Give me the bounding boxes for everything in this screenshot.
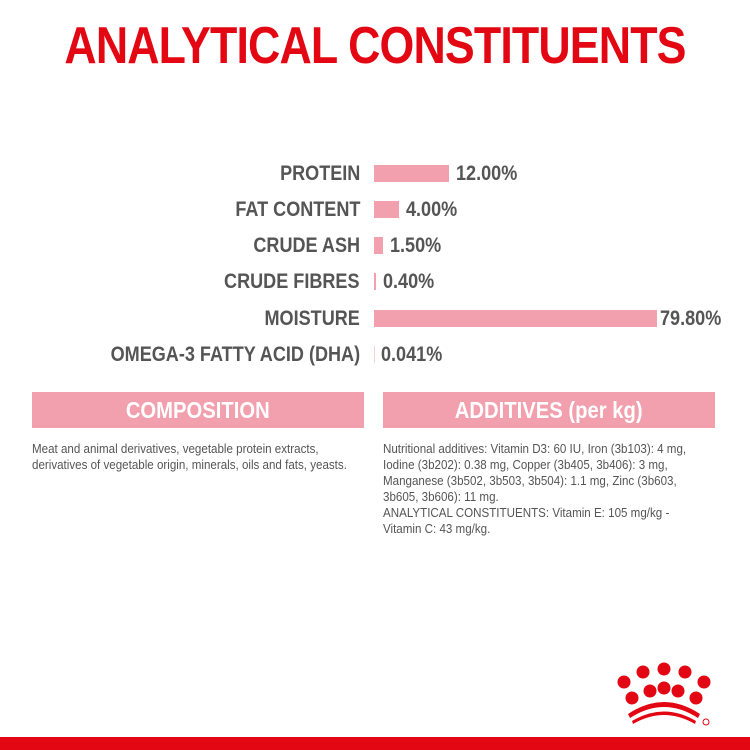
chart-row-fat-content: FAT CONTENT 4.00% <box>0 197 750 223</box>
row-label: FAT CONTENT <box>234 198 360 221</box>
row-bar <box>374 201 399 218</box>
composition-heading: COMPOSITION <box>32 392 364 428</box>
additives-text: Nutritional additives: Vitamin D3: 60 IU… <box>383 441 700 537</box>
row-bar <box>374 165 449 182</box>
chart-row-crude-fibres: CRUDE FIBRES 0.40% <box>0 269 750 295</box>
row-label: CRUDE ASH <box>253 234 360 257</box>
footer-brand-bar <box>0 737 750 750</box>
row-value: 79.80% <box>660 307 722 330</box>
row-label: MOISTURE <box>264 307 360 330</box>
composition-text: Meat and animal derivatives, vegetable p… <box>32 442 347 472</box>
page-title: ANALYTICAL CONSTITUENTS <box>64 17 686 75</box>
additives-heading: ADDITIVES (per kg) <box>383 392 715 428</box>
row-value: 12.00% <box>456 162 518 185</box>
composition-heading-text: COMPOSITION <box>126 397 270 423</box>
row-value: 1.50% <box>390 234 442 257</box>
row-value: 4.00% <box>406 198 458 221</box>
constituents-bar-chart: PROTEIN 12.00% FAT CONTENT 4.00% CRUDE A… <box>0 161 750 368</box>
row-value: 0.40% <box>383 270 435 293</box>
row-label: CRUDE FIBRES <box>224 270 360 293</box>
row-label: PROTEIN <box>279 162 360 185</box>
row-bar <box>374 273 376 290</box>
additives-heading-text: ADDITIVES (per kg) <box>455 397 643 423</box>
additives-nutritional-text: Nutritional additives: Vitamin D3: 60 IU… <box>383 442 687 504</box>
chart-row-protein: PROTEIN 12.00% <box>0 161 750 187</box>
row-bar <box>374 237 383 254</box>
row-label: OMEGA-3 FATTY ACID (DHA) <box>110 343 360 366</box>
chart-row-crude-ash: CRUDE ASH 1.50% <box>0 233 750 259</box>
row-value: 0.041% <box>381 343 443 366</box>
row-bar <box>374 310 657 327</box>
additives-analytical-text: ANALYTICAL CONSTITUENTS: Vitamin E: 105 … <box>383 506 670 536</box>
row-bar <box>374 346 375 363</box>
chart-row-omega-3: OMEGA-3 FATTY ACID (DHA) 0.041% <box>0 342 750 368</box>
royal-canin-crown-icon <box>612 660 717 728</box>
chart-row-moisture: MOISTURE 79.80% <box>0 306 750 332</box>
